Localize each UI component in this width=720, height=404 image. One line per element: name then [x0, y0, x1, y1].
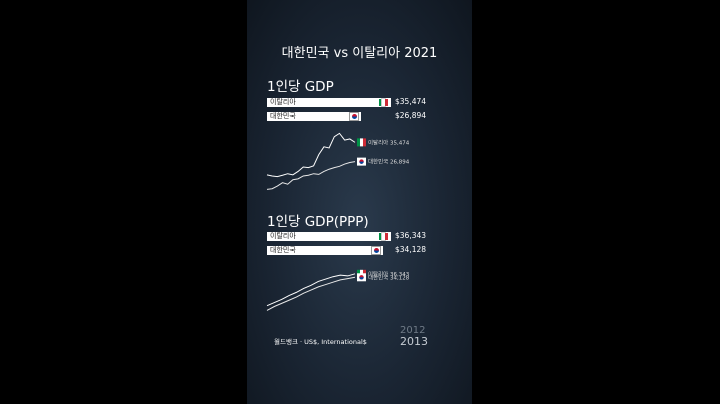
line-series-italy — [266, 273, 356, 307]
line-end-label-italy: 이탈리아 35,474 — [368, 138, 410, 146]
korea-flag-icon — [357, 273, 366, 282]
bar-label-korea: 대한민국 — [270, 112, 296, 120]
gdp-ppp-bar-italy: 이탈리아 — [267, 232, 391, 241]
year-current: 2013 — [400, 335, 428, 348]
korea-flag-icon — [371, 246, 382, 255]
gdp-chart-title: 1인당 GDP — [267, 79, 334, 95]
korea-flag-icon — [357, 157, 366, 166]
line-end-label-italy: 이탈리아 36,343 — [368, 270, 410, 278]
gdp-value-italy: $35,474 — [395, 97, 427, 106]
line-series-korea — [266, 161, 356, 190]
gdp-ppp-bar-korea: 대한민국 — [267, 246, 384, 255]
italy-flag-icon — [379, 98, 388, 107]
korea-flag-icon — [349, 112, 359, 121]
gdp-ppp-value-korea: $34,128 — [395, 245, 427, 254]
bar-label-italy: 이탈리아 — [270, 98, 296, 106]
year-previous: 2012 — [400, 325, 426, 336]
italy-flag-icon — [357, 138, 366, 147]
chart-panel: 대한민국 vs 이탈리아 2021 1인당 GDP 이탈리아 $35,474 대… — [247, 0, 472, 404]
page-title: 대한민국 vs 이탈리아 2021 — [281, 46, 438, 61]
italy-flag-icon — [379, 232, 388, 241]
line-end-label-korea: 대한민국 34,128 — [368, 273, 410, 281]
line-series-italy — [266, 132, 356, 178]
bar-label-korea: 대한민국 — [270, 246, 296, 254]
source-note: 월드뱅크 · US$, International$ — [274, 338, 367, 346]
line-end-label-korea: 대한민국 26,894 — [368, 158, 410, 166]
gdp-bar-korea: 대한민국 — [267, 112, 361, 121]
gdp-value-korea: $26,894 — [395, 111, 427, 120]
bar-label-italy: 이탈리아 — [270, 232, 296, 240]
gdp-ppp-value-italy: $36,343 — [395, 231, 427, 240]
gdp-bar-italy: 이탈리아 — [267, 98, 391, 107]
gdp-ppp-chart-title: 1인당 GDP(PPP) — [267, 214, 369, 230]
line-series-korea — [266, 276, 356, 311]
